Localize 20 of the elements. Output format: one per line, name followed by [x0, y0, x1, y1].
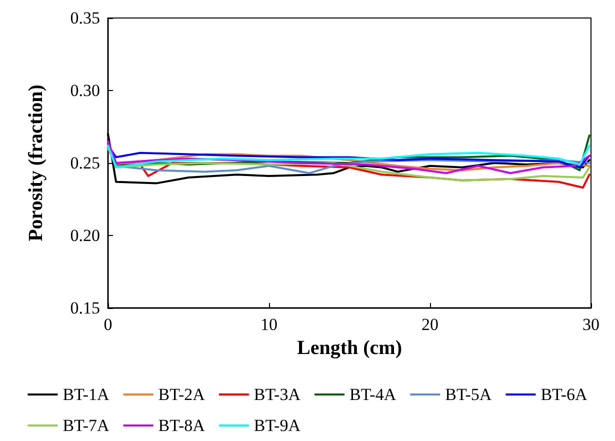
y-tick-label: 0.15: [70, 298, 100, 318]
legend-label: BT-2A: [158, 385, 206, 404]
legend-label: BT-7A: [62, 416, 110, 435]
legend-label: BT-9A: [254, 416, 302, 435]
x-tick-label: 30: [582, 315, 600, 334]
legend-label: BT-4A: [350, 385, 397, 404]
legend-label: BT-1A: [62, 385, 110, 404]
x-tick-label: 10: [260, 315, 278, 334]
legend-label: BT-6A: [540, 385, 588, 404]
legend-label: BT-3A: [254, 385, 302, 404]
y-tick-label: 0.25: [70, 154, 100, 172]
x-tick-label: 20: [422, 315, 438, 334]
legend-label: BT-8A: [158, 416, 206, 435]
legend-label: BT-5A: [445, 385, 492, 404]
y-tick-label: 0.20: [70, 226, 100, 245]
x-axis-title: Length (cm): [297, 336, 402, 359]
y-tick-label: 0.35: [70, 8, 100, 28]
x-tick-label: 0: [104, 315, 112, 334]
y-tick-label: 0.30: [70, 81, 100, 100]
y-axis-title: Porosity (fraction): [25, 84, 47, 242]
